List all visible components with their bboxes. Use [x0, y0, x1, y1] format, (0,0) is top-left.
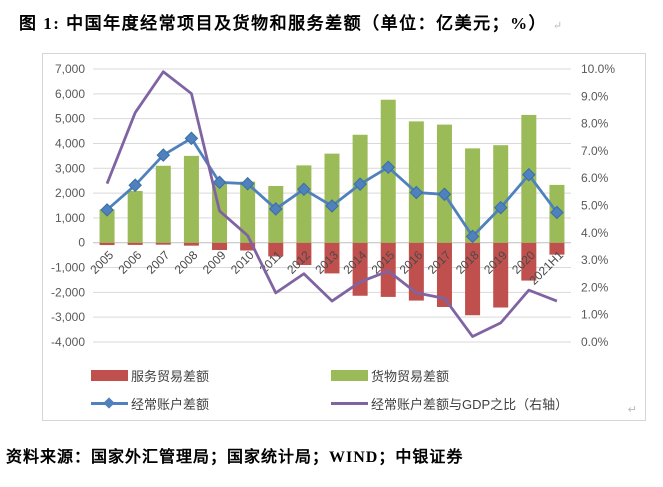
paragraph-mark-icon: ↵ — [627, 404, 637, 416]
svg-text:5,000: 5,000 — [55, 112, 85, 126]
svg-text:4,000: 4,000 — [55, 136, 85, 150]
svg-text:1.0%: 1.0% — [581, 308, 609, 322]
chart-plot-area: 7,000 6,000 5,000 4,000 3,000 2,000 1,000 0 -1,0… — [51, 62, 615, 349]
svg-text:2010: 2010 — [228, 248, 257, 277]
legend-item-goods-balance: 货物贸易差额 — [331, 367, 450, 384]
legend-item-services-balance: 服务贸易差额 — [91, 367, 210, 384]
svg-text:2009: 2009 — [200, 248, 229, 277]
legend-swatch-goods-bar — [331, 369, 368, 381]
svg-text:-1,000: -1,000 — [51, 261, 85, 275]
legend-swatch-services-bar — [91, 369, 128, 381]
svg-text:6.0%: 6.0% — [581, 171, 609, 185]
svg-text:0.0%: 0.0% — [581, 335, 609, 349]
paragraph-mark-icon: ↵ — [552, 20, 563, 32]
legend-swatch-ca-gdp-line — [331, 401, 368, 405]
svg-text:7,000: 7,000 — [55, 62, 85, 76]
svg-text:-4,000: -4,000 — [51, 335, 85, 349]
svg-text:0: 0 — [78, 236, 85, 250]
svg-text:9.0%: 9.0% — [581, 89, 609, 103]
svg-text:2008: 2008 — [172, 248, 201, 277]
legend-item-ca-gdp-ratio: 经常账户差额与GDP之比（右轴） — [331, 395, 569, 412]
svg-text:-2,000: -2,000 — [51, 285, 85, 299]
svg-text:2,000: 2,000 — [55, 186, 85, 200]
legend-diamond-marker-icon — [103, 396, 115, 409]
svg-text:6,000: 6,000 — [55, 87, 85, 101]
svg-text:4.0%: 4.0% — [581, 226, 609, 240]
figure-title: 图 1: 中国年度经常项目及货物和服务差额（单位：亿美元；%） ↵ — [19, 9, 649, 34]
svg-text:5.0%: 5.0% — [581, 199, 609, 213]
svg-text:2005: 2005 — [87, 248, 116, 277]
legend-swatch-current-account-line — [91, 396, 128, 409]
svg-text:2006: 2006 — [116, 248, 145, 277]
svg-text:-3,000: -3,000 — [51, 310, 85, 324]
legend-label-goods-balance: 货物贸易差额 — [371, 368, 450, 384]
legend-label-services-balance: 服务贸易差额 — [131, 368, 210, 384]
source-note: 资料来源：国家外汇管理局；国家统计局；WIND；中银证券 — [6, 449, 464, 466]
legend-item-current-account: 经常账户差额 — [91, 395, 210, 412]
svg-text:7.0%: 7.0% — [581, 144, 609, 158]
legend-label-current-account: 经常账户差额 — [131, 396, 210, 412]
svg-text:1,000: 1,000 — [55, 211, 85, 225]
svg-text:2.0%: 2.0% — [581, 280, 609, 294]
svg-text:8.0%: 8.0% — [581, 117, 609, 131]
svg-text:10.0%: 10.0% — [581, 62, 615, 76]
svg-text:3.0%: 3.0% — [581, 253, 609, 267]
legend-label-ca-gdp-ratio: 经常账户差额与GDP之比（右轴） — [371, 396, 569, 412]
svg-text:3,000: 3,000 — [55, 161, 85, 175]
chart-frame: 7,000 6,000 5,000 4,000 3,000 2,000 1,000 0 -1,0… — [42, 53, 646, 421]
svg-text:2007: 2007 — [144, 248, 173, 277]
figure-title-text: 图 1: 中国年度经常项目及货物和服务差额（单位：亿美元；%） — [19, 14, 548, 33]
